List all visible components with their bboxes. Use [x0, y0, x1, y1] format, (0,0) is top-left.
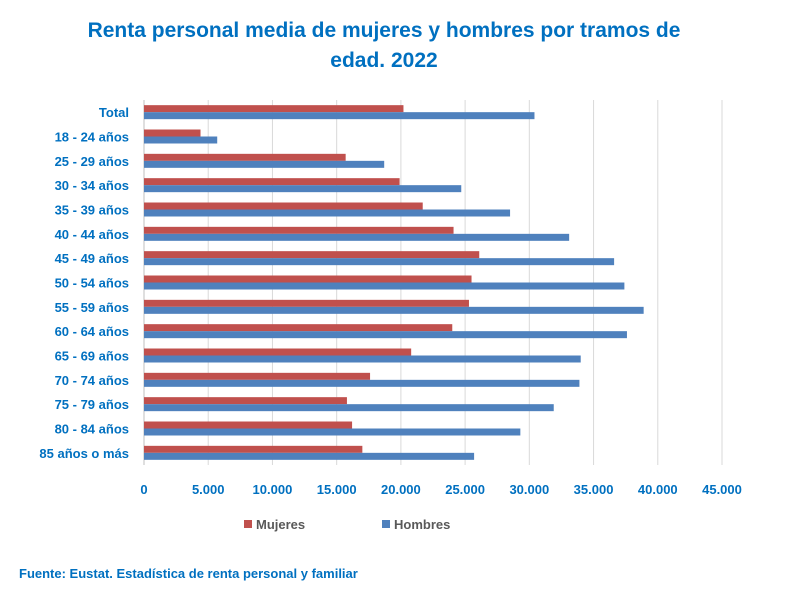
bar-mujeres [144, 129, 201, 137]
x-tick-label: 0 [140, 482, 147, 497]
bar-hombres [144, 331, 627, 339]
bar-hombres [144, 258, 615, 266]
bar-hombres [144, 160, 385, 168]
legend-label-hombres: Hombres [394, 517, 450, 532]
chart-title-line-2: edad. 2022 [330, 49, 437, 72]
category-label: 50 - 54 años [55, 276, 129, 291]
bar-mujeres [144, 397, 347, 405]
category-label: 60 - 64 años [55, 324, 129, 339]
category-label: 45 - 49 años [55, 251, 129, 266]
category-label: Total [99, 105, 129, 120]
bar-mujeres [144, 202, 423, 210]
bar-hombres [144, 282, 625, 290]
x-tick-label: 30.000 [509, 482, 549, 497]
bar-hombres [144, 209, 511, 217]
category-label: 18 - 24 años [55, 130, 129, 145]
category-labels: Total 18 - 24 años 25 - 29 años 30 - 34 año… [39, 105, 129, 461]
bar-hombres [144, 379, 580, 387]
bar-mujeres [144, 299, 469, 307]
bar-hombres [144, 185, 462, 193]
category-label: 70 - 74 años [55, 373, 129, 388]
bar-mujeres [144, 275, 472, 283]
x-tick-label: 35.000 [574, 482, 614, 497]
legend: Mujeres Hombres [244, 517, 450, 532]
bar-hombres [144, 233, 570, 241]
bar-hombres [144, 306, 644, 314]
category-label: 80 - 84 años [55, 422, 129, 437]
category-label: 75 - 79 años [55, 397, 129, 412]
category-label: 85 años o más [39, 446, 129, 461]
x-tick-label: 25.000 [445, 482, 485, 497]
x-tick-labels: 0 5.000 10.000 15.000 20.000 25.000 30.000 35.0… [140, 482, 742, 497]
bar-mujeres [144, 153, 346, 161]
x-tick-label: 20.000 [381, 482, 421, 497]
x-tick-label: 10.000 [253, 482, 293, 497]
bar-hombres [144, 404, 554, 412]
bar-hombres [144, 136, 218, 144]
x-tick-label: 15.000 [317, 482, 357, 497]
bar-mujeres [144, 226, 454, 234]
x-tick-label: 40.000 [638, 482, 678, 497]
chart-title-line-1: Renta personal media de mujeres y hombre… [88, 19, 681, 42]
x-tick-label: 5.000 [192, 482, 225, 497]
legend-label-mujeres: Mujeres [256, 517, 305, 532]
category-label: 40 - 44 años [55, 227, 129, 242]
bar-mujeres [144, 445, 363, 453]
bar-mujeres [144, 348, 412, 356]
bar-hombres [144, 452, 475, 460]
category-label: 30 - 34 años [55, 178, 129, 193]
category-label: 25 - 29 años [55, 154, 129, 169]
category-label: 55 - 59 años [55, 300, 129, 315]
bar-mujeres [144, 372, 371, 380]
bar-mujeres [144, 105, 404, 113]
source-note: Fuente: Eustat. Estadística de renta per… [19, 566, 358, 581]
bars [144, 105, 644, 460]
category-label: 65 - 69 años [55, 349, 129, 364]
category-label: 35 - 39 años [55, 203, 129, 218]
x-tick-label: 45.000 [702, 482, 742, 497]
bar-hombres [144, 355, 581, 363]
bar-mujeres [144, 324, 453, 332]
bar-mujeres [144, 421, 353, 429]
bar-mujeres [144, 178, 400, 186]
legend-swatch-mujeres [244, 520, 252, 528]
bar-hombres [144, 112, 535, 120]
bar-hombres [144, 428, 521, 436]
legend-swatch-hombres [382, 520, 390, 528]
bar-mujeres [144, 251, 480, 259]
